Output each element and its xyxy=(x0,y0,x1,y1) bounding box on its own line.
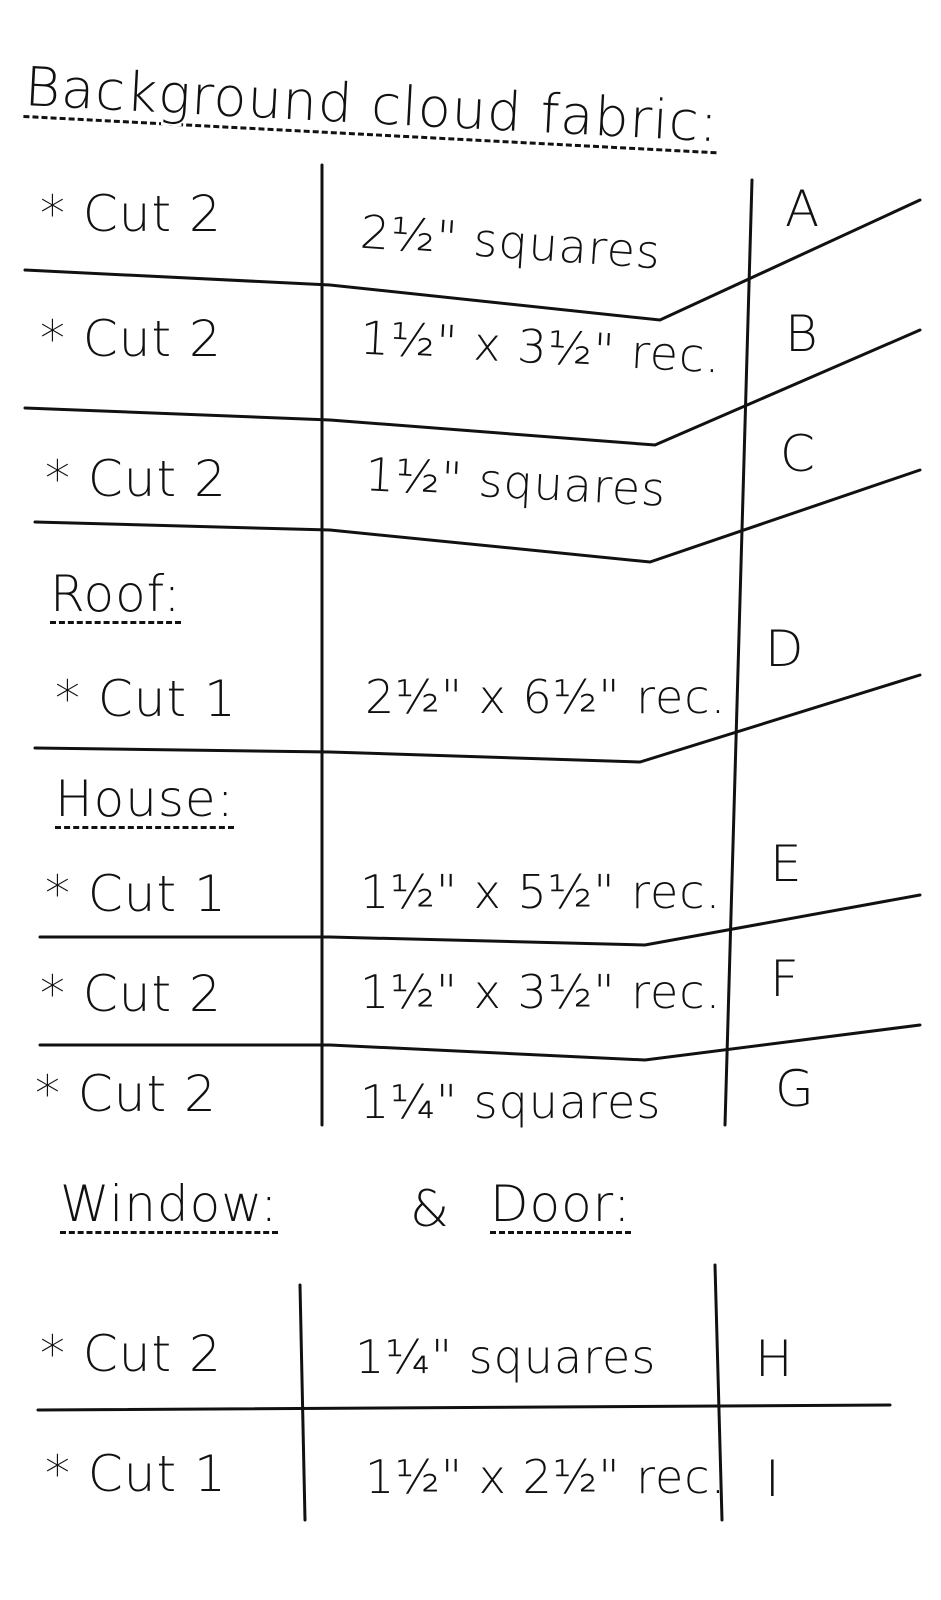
cut-count: * Cut 2 xyxy=(40,310,222,368)
piece-label: A xyxy=(785,180,821,238)
ampersand: & xyxy=(410,1180,450,1238)
section-house: House: xyxy=(55,770,235,828)
cut-count: * Cut 1 xyxy=(45,1445,227,1503)
row-line xyxy=(33,673,922,764)
piece-label: F xyxy=(770,950,800,1008)
piece-size: 1½" x 2½" rec. xyxy=(365,1450,727,1504)
column-divider-3 xyxy=(298,1283,307,1522)
row-line xyxy=(36,1403,892,1412)
piece-size: 2½" x 6½" rec. xyxy=(365,670,727,724)
section-window: Window: xyxy=(60,1175,279,1233)
row-line xyxy=(33,468,922,564)
column-divider-4 xyxy=(713,1263,724,1522)
cut-count: * Cut 2 xyxy=(35,1065,217,1123)
piece-label: B xyxy=(785,305,819,363)
piece-label: I xyxy=(765,1450,781,1508)
piece-label: D xyxy=(765,620,805,678)
column-divider-2 xyxy=(723,178,754,1127)
row-line xyxy=(38,893,922,947)
row-line xyxy=(23,198,922,322)
cut-count: * Cut 2 xyxy=(40,185,222,243)
cut-count: * Cut 2 xyxy=(40,965,222,1023)
cut-count: * Cut 1 xyxy=(45,865,227,923)
piece-label: C xyxy=(780,425,816,483)
piece-size: 1¼" squares xyxy=(360,1075,662,1129)
cut-count: * Cut 2 xyxy=(45,450,227,508)
piece-label: G xyxy=(775,1060,815,1118)
piece-size: 1¼" squares xyxy=(355,1330,657,1384)
cut-count: * Cut 1 xyxy=(55,670,237,728)
section-roof: Roof: xyxy=(50,565,182,623)
piece-size: 1½" x 5½" rec. xyxy=(360,865,722,919)
piece-label: H xyxy=(755,1330,794,1388)
piece-label: E xyxy=(770,835,803,893)
section-door: Door: xyxy=(490,1175,632,1233)
cut-count: * Cut 2 xyxy=(40,1325,222,1383)
row-line xyxy=(23,328,922,447)
row-line xyxy=(38,1023,922,1062)
piece-size: 1½" x 3½" rec. xyxy=(360,965,722,1019)
